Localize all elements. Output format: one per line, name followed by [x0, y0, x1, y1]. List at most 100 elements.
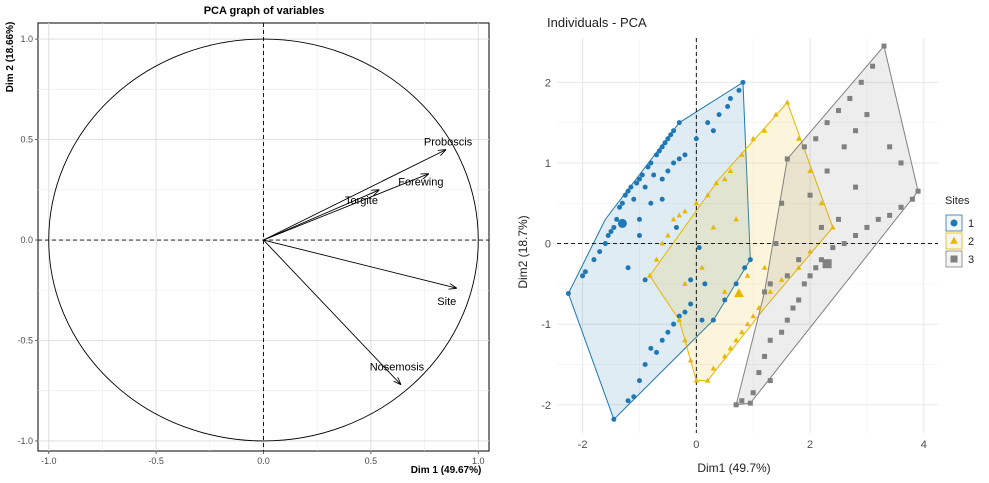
- point-site-1: [682, 152, 688, 158]
- legend-label-1: 1: [968, 218, 974, 230]
- point-site-1: [676, 120, 682, 126]
- variable-arrow-nosemosis: [263, 239, 401, 385]
- point-site-2: [722, 176, 728, 182]
- point-site-1: [628, 184, 634, 190]
- point-site-3: [767, 378, 773, 384]
- point-site-2: [710, 365, 717, 371]
- point-site-2: [750, 313, 756, 319]
- point-site-1: [654, 152, 660, 158]
- left-plot-body: Proboscis Forewing Torgite Site Nosemosis: [38, 23, 489, 451]
- point-site-2: [744, 321, 751, 327]
- point-site-1: [636, 233, 642, 238]
- variable-arrow-proboscis: [263, 150, 447, 241]
- point-site-2: [653, 256, 660, 262]
- centroid-site-2: [734, 288, 744, 298]
- point-site-3: [784, 317, 790, 323]
- point-site-2: [682, 280, 688, 286]
- point-site-1: [639, 172, 645, 178]
- left-x-tick-label: -1.0: [41, 456, 57, 466]
- point-site-3: [784, 156, 790, 162]
- point-site-3: [841, 144, 847, 150]
- point-site-3: [875, 216, 881, 222]
- point-site-1: [636, 378, 642, 384]
- point-site-2: [756, 305, 762, 311]
- variable-arrow-site: [263, 239, 457, 288]
- point-site-3: [790, 305, 796, 311]
- point-site-3: [898, 160, 904, 166]
- point-site-1: [622, 192, 628, 198]
- point-site-1: [710, 128, 716, 134]
- point-site-2: [704, 192, 711, 198]
- legend-key-marker-3: [950, 255, 958, 263]
- point-site-1: [722, 297, 728, 303]
- point-site-3: [801, 281, 807, 287]
- variable-label-proboscis: Proboscis: [424, 137, 473, 149]
- right-y-axis-label: Dim2 (18.7%): [516, 215, 530, 288]
- point-site-1: [671, 321, 677, 327]
- left-y-tick-label: -0.5: [17, 335, 33, 345]
- point-site-1: [608, 228, 614, 234]
- point-site-1: [565, 291, 571, 297]
- point-site-1: [659, 176, 665, 182]
- point-site-1: [668, 132, 674, 138]
- point-site-1: [747, 257, 753, 263]
- point-site-2: [646, 272, 653, 278]
- point-site-1: [665, 168, 671, 174]
- point-site-1: [648, 345, 654, 351]
- point-site-1: [742, 265, 748, 271]
- point-site-3: [887, 212, 893, 218]
- legend-key-marker-2: [950, 236, 958, 244]
- point-site-3: [853, 233, 859, 238]
- point-site-1: [625, 265, 631, 271]
- point-site-3: [841, 241, 847, 247]
- point-site-3: [807, 273, 813, 279]
- left-y-tick-label: 0.0: [20, 235, 33, 245]
- point-site-1: [710, 317, 716, 323]
- left-y-tick-label: -1.0: [17, 436, 33, 446]
- point-site-1: [636, 216, 642, 222]
- legend-key-marker-1: [950, 219, 958, 227]
- point-site-1: [740, 79, 746, 85]
- hull-site-1: [567, 81, 751, 421]
- legend-items: 1 2 3: [945, 214, 974, 268]
- left-y-axis-label: Dim 2 (18.66%): [5, 22, 16, 93]
- point-site-3: [767, 281, 773, 287]
- point-site-2: [676, 317, 683, 323]
- point-site-3: [762, 289, 768, 295]
- point-site-3: [818, 224, 824, 230]
- point-site-1: [611, 416, 617, 422]
- point-site-2: [693, 377, 700, 383]
- point-site-1: [656, 148, 662, 154]
- point-site-3: [835, 216, 841, 222]
- point-site-2: [830, 224, 836, 230]
- point-site-2: [761, 127, 768, 133]
- point-site-1: [682, 309, 688, 315]
- point-site-2: [659, 240, 665, 246]
- point-site-1: [705, 120, 711, 126]
- point-site-2: [807, 168, 813, 174]
- point-site-1: [631, 196, 637, 202]
- point-site-3: [801, 144, 807, 150]
- point-site-1: [602, 241, 608, 247]
- point-site-1: [662, 140, 668, 146]
- point-site-2: [722, 288, 728, 294]
- point-site-2: [778, 276, 785, 282]
- point-site-2: [722, 353, 728, 359]
- point-site-2: [682, 337, 688, 343]
- point-site-2: [807, 248, 813, 254]
- variable-label-nosemosis: Nosemosis: [370, 362, 425, 374]
- variable-arrow-forewing: [263, 174, 429, 241]
- left-x-axis-label: Dim 1 (49.67%): [411, 465, 482, 476]
- point-site-1: [725, 104, 731, 110]
- point-site-2: [795, 264, 802, 270]
- point-site-2: [767, 288, 773, 294]
- point-site-2: [739, 329, 745, 335]
- left-chart-title: PCA graph of variables: [204, 5, 325, 17]
- right-plot-body: [557, 38, 938, 433]
- point-site-1: [699, 317, 705, 323]
- point-site-2: [682, 208, 688, 214]
- point-site-1: [582, 269, 588, 275]
- right-x-tick-label: -2: [578, 439, 588, 451]
